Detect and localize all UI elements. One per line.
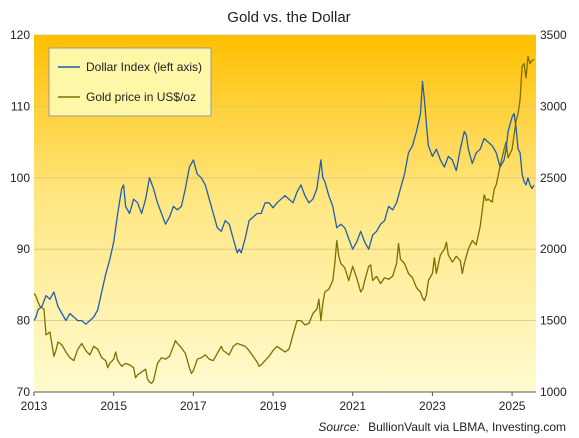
x-tick-label: 2013 [21, 399, 48, 413]
gold-price-line [33, 55, 535, 385]
source-label: Source: [318, 420, 359, 434]
y-right-ticks: 1000 1500 2000 2500 3000 3500 [540, 28, 567, 399]
dollar-index-line [33, 80, 535, 325]
legend-box [48, 47, 212, 117]
x-ticks: 2013 2015 2017 2019 2021 2023 2025 [21, 391, 536, 413]
x-tick-label: 2019 [260, 399, 287, 413]
legend-label-gold: Gold price in US$/oz [86, 90, 196, 104]
y-left-tick-label: 90 [17, 242, 31, 256]
y-right-tick-label: 2500 [540, 171, 567, 185]
y-left-tick-label: 80 [17, 314, 31, 328]
chart-title: Gold vs. the Dollar [227, 9, 350, 26]
source-text: BullionVault via LBMA, Investing.com [368, 420, 566, 434]
y-right-tick-label: 2000 [540, 242, 567, 256]
y-left-ticks: 70 80 90 100 110 120 [10, 28, 30, 399]
gold-series-group [33, 55, 535, 385]
y-right-tick-label: 1000 [540, 385, 567, 399]
source-note: Source: BullionVault via LBMA, Investing… [318, 420, 566, 434]
x-tick-label: 2025 [499, 399, 526, 413]
y-right-tick-label: 3500 [540, 28, 567, 42]
y-left-tick-label: 110 [11, 99, 30, 113]
x-tick-label: 2021 [339, 399, 366, 413]
legend-label-dollar: Dollar Index (left axis) [86, 60, 202, 74]
y-left-tick-label: 70 [17, 385, 31, 399]
x-tick-label: 2015 [100, 399, 127, 413]
y-right-tick-label: 3000 [540, 99, 567, 113]
legend: Dollar Index (left axis) Gold price in U… [48, 47, 212, 117]
y-left-tick-label: 100 [10, 171, 30, 185]
dollar-series-group [33, 80, 535, 325]
y-right-tick-label: 1500 [540, 314, 567, 328]
x-tick-label: 2023 [419, 399, 446, 413]
y-left-tick-label: 120 [10, 28, 30, 42]
x-tick-label: 2017 [180, 399, 207, 413]
